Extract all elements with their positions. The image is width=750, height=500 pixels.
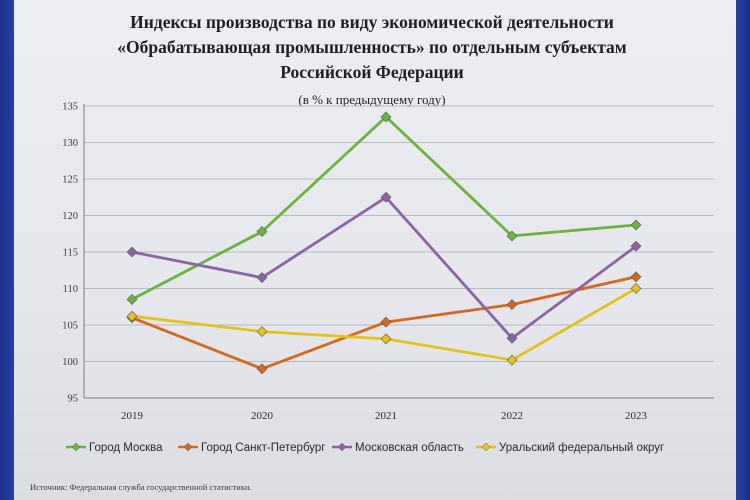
x-tick-label: 2022 — [501, 410, 523, 422]
y-tick-labels: 95 100 105 110 115 120 125 130 135 — [62, 102, 78, 405]
y-tick-label: 115 — [63, 248, 78, 259]
legend-marker — [71, 442, 81, 452]
legend: Город Москва Город Санкт-Петербург Московс… — [66, 442, 664, 454]
x-tick-label: 2021 — [375, 410, 397, 422]
data-point — [506, 299, 518, 310]
data-point — [126, 310, 138, 322]
chart-subtitle: (в % к предыдущему году) — [298, 92, 445, 107]
data-point — [506, 332, 518, 344]
legend-marker — [183, 442, 193, 452]
x-tick-labels: 2019 2020 2021 2022 2023 — [121, 410, 648, 422]
data-point — [256, 326, 268, 337]
x-tick-label: 2020 — [251, 410, 274, 422]
data-point — [256, 363, 268, 375]
series-lines — [126, 111, 642, 375]
series-line-3 — [131, 195, 637, 340]
y-tick-label: 125 — [62, 175, 78, 186]
y-tick-label: 120 — [62, 211, 78, 222]
y-tick-label: 110 — [63, 284, 78, 295]
data-point — [256, 272, 268, 283]
series-line-1 — [131, 115, 637, 301]
legend-marker — [337, 442, 347, 452]
chart-title-line-3: Российской Федерации — [280, 62, 463, 82]
data-point — [380, 111, 392, 123]
data-point — [506, 354, 518, 366]
y-tick-label: 95 — [68, 394, 79, 405]
gridlines — [84, 105, 714, 362]
data-point — [126, 246, 138, 258]
legend-label: Уральский федеральный округ — [499, 442, 664, 454]
data-point — [630, 283, 642, 294]
y-tick-label: 130 — [62, 138, 78, 149]
legend-label: Московская область — [355, 442, 464, 454]
legend-marker — [481, 442, 491, 452]
data-point — [630, 240, 642, 252]
data-point — [256, 226, 268, 237]
data-point — [380, 316, 392, 328]
chart-title-line-2: «Обрабатывающая промышленность» по отдел… — [117, 37, 626, 57]
axes — [83, 104, 714, 399]
data-point — [380, 191, 392, 203]
y-tick-label: 100 — [62, 357, 78, 368]
data-point — [630, 219, 642, 231]
chart-title: Индексы производства по виду экономическ… — [117, 12, 626, 82]
data-point — [506, 230, 518, 242]
y-tick-label: 135 — [62, 102, 78, 113]
data-point — [380, 333, 392, 345]
data-point — [126, 294, 138, 305]
legend-label: Город Санкт-Петербург — [201, 442, 326, 454]
x-tick-label: 2023 — [625, 410, 648, 422]
source-note: Источник: Федеральная служба государстве… — [30, 482, 252, 492]
legend-label: Город Москва — [89, 442, 163, 454]
chart-title-line-1: Индексы производства по виду экономическ… — [130, 12, 614, 32]
data-point — [630, 271, 642, 283]
y-tick-label: 105 — [62, 321, 78, 332]
x-tick-label: 2019 — [121, 410, 144, 422]
